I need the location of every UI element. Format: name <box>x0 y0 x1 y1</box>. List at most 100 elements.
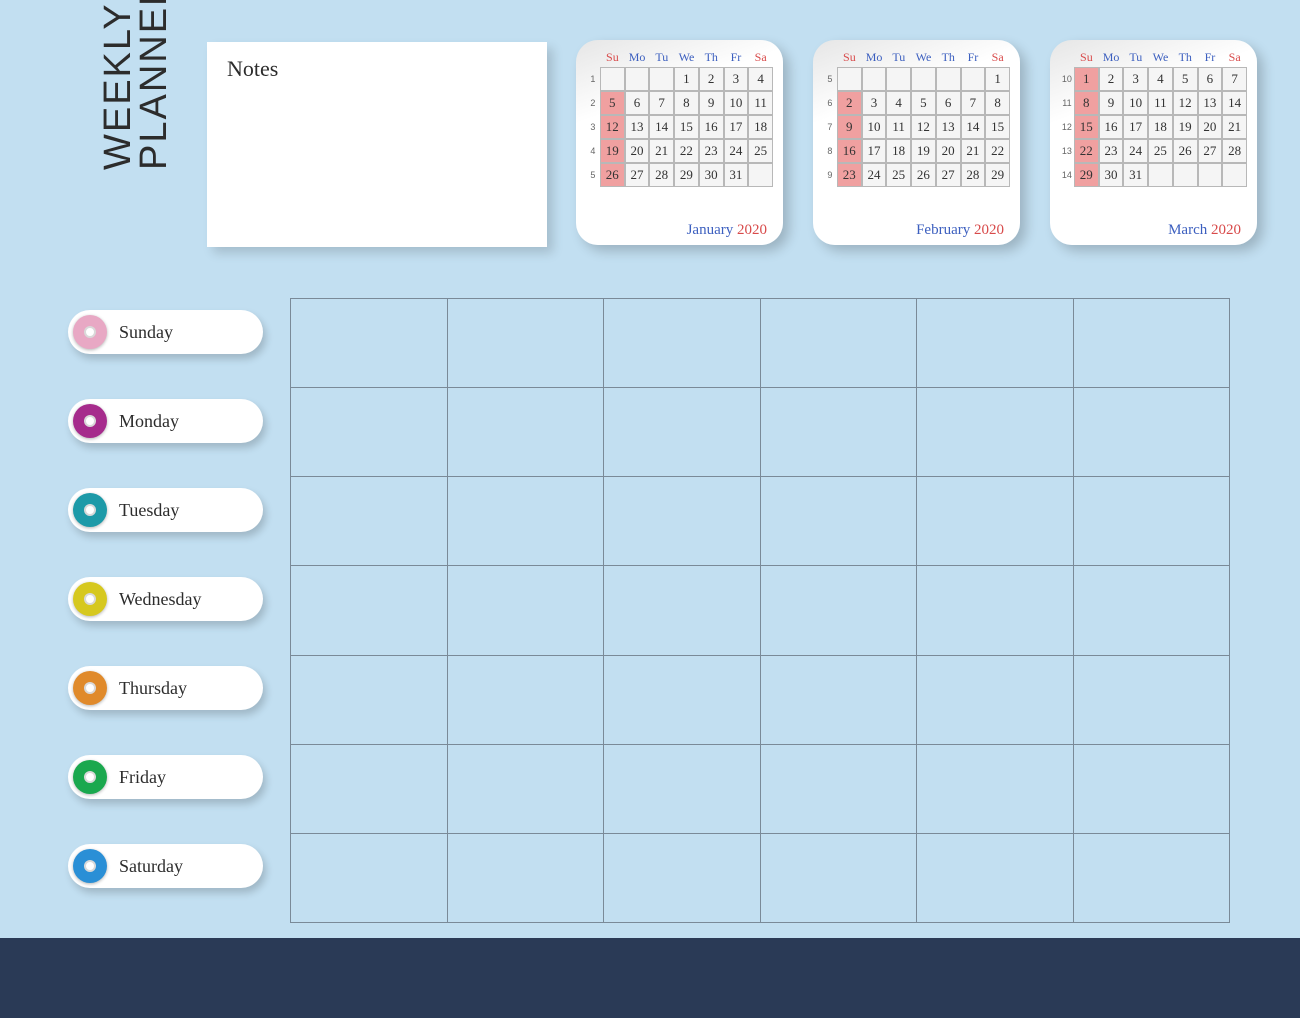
week-row: 1322232425262728 <box>1060 139 1247 163</box>
dow-label: Tu <box>886 50 911 65</box>
day-label: Friday <box>119 767 166 788</box>
grid-cell <box>917 655 1074 744</box>
calendar-cell: 5 <box>1173 67 1198 91</box>
calendar-cell: 5 <box>600 91 625 115</box>
day-pill: Wednesday <box>68 577 263 621</box>
weeks: 5162345678791011121314158161718192021229… <box>823 67 1010 219</box>
grid-cell <box>447 744 604 833</box>
dow-label: Th <box>1173 50 1198 65</box>
week-row: 51 <box>823 67 1010 91</box>
dow-label: Tu <box>649 50 674 65</box>
day-pill: Monday <box>68 399 263 443</box>
week-number: 14 <box>1060 163 1074 187</box>
calendar-cell: 10 <box>724 91 749 115</box>
dow-label: Mo <box>625 50 650 65</box>
calendar-cell: 25 <box>1148 139 1173 163</box>
calendar-cell: 9 <box>1099 91 1124 115</box>
day-label: Sunday <box>119 322 173 343</box>
calendar-cell <box>1198 163 1223 187</box>
week-number: 12 <box>1060 115 1074 139</box>
grid-cell <box>760 299 917 388</box>
calendar-cell: 11 <box>1148 91 1173 115</box>
mini-calendars-row: SuMoTuWeThFrSa11234256789101131213141516… <box>576 40 1257 245</box>
calendar-cell: 14 <box>649 115 674 139</box>
calendar-cell <box>837 67 862 91</box>
calendar-cell: 30 <box>1099 163 1124 187</box>
calendar-cell: 6 <box>1198 67 1223 91</box>
calendar-cell <box>600 67 625 91</box>
week-number: 13 <box>1060 139 1074 163</box>
calendar-cell <box>625 67 650 91</box>
week-row: 11234 <box>586 67 773 91</box>
dow-label: Sa <box>985 50 1010 65</box>
grid-cell <box>447 655 604 744</box>
dow-label: Th <box>699 50 724 65</box>
calendar-cell: 4 <box>886 91 911 115</box>
calendar-cell: 22 <box>1074 139 1099 163</box>
grid-cell <box>447 477 604 566</box>
calendar-cell: 3 <box>1123 67 1148 91</box>
grid-cell <box>917 388 1074 477</box>
week-number: 3 <box>586 115 600 139</box>
week-row: 11891011121314 <box>1060 91 1247 115</box>
mini-calendar: SuMoTuWeThFrSa51623456787910111213141581… <box>813 40 1020 245</box>
calendar-cell: 8 <box>985 91 1010 115</box>
calendar-cell: 1 <box>674 67 699 91</box>
day-pill: Saturday <box>68 844 263 888</box>
calendar-cell: 24 <box>724 139 749 163</box>
week-row: 2567891011 <box>586 91 773 115</box>
grid-cell <box>760 566 917 655</box>
dow-label: Th <box>936 50 961 65</box>
calendar-cell: 10 <box>1123 91 1148 115</box>
calendar-cell <box>1173 163 1198 187</box>
dow-label: We <box>1148 50 1173 65</box>
day-label: Monday <box>119 411 179 432</box>
calendar-cell <box>961 67 986 91</box>
calendar-cell: 22 <box>985 139 1010 163</box>
calendar-cell: 25 <box>748 139 773 163</box>
dow-row: SuMoTuWeThFrSa <box>1060 50 1247 65</box>
dow-label: Fr <box>724 50 749 65</box>
calendar-cell: 10 <box>862 115 887 139</box>
calendar-cell: 20 <box>625 139 650 163</box>
calendar-cell: 27 <box>936 163 961 187</box>
dow-label: Su <box>1074 50 1099 65</box>
week-number: 1 <box>586 67 600 91</box>
grid-cell <box>447 833 604 922</box>
grid-cell <box>291 744 448 833</box>
calendar-cell: 20 <box>936 139 961 163</box>
grid-cell <box>1073 744 1230 833</box>
grid-cell <box>760 388 917 477</box>
calendar-cell <box>911 67 936 91</box>
calendar-cell: 28 <box>649 163 674 187</box>
mini-calendar: SuMoTuWeThFrSa10123456711891011121314121… <box>1050 40 1257 245</box>
day-dot-icon <box>73 849 107 883</box>
calendar-cell: 9 <box>699 91 724 115</box>
grid-cell <box>917 833 1074 922</box>
day-dot-inner <box>84 593 96 605</box>
grid-row <box>291 477 1230 566</box>
grid-cell <box>760 477 917 566</box>
calendar-cell: 23 <box>1099 139 1124 163</box>
calendar-cell: 31 <box>724 163 749 187</box>
grid-cell <box>1073 388 1230 477</box>
day-dot-icon <box>73 315 107 349</box>
calendar-cell: 27 <box>625 163 650 187</box>
calendar-cell: 16 <box>699 115 724 139</box>
calendar-cell: 29 <box>985 163 1010 187</box>
day-dot-inner <box>84 326 96 338</box>
grid-cell <box>604 744 761 833</box>
calendar-cell <box>886 67 911 91</box>
grid-cell <box>604 477 761 566</box>
week-number: 2 <box>586 91 600 115</box>
week-row: 312131415161718 <box>586 115 773 139</box>
week-row: 101234567 <box>1060 67 1247 91</box>
grid-cell <box>917 566 1074 655</box>
week-row: 14293031 <box>1060 163 1247 187</box>
calendar-cell: 26 <box>600 163 625 187</box>
calendar-cell: 23 <box>699 139 724 163</box>
day-pill: Sunday <box>68 310 263 354</box>
month-label: February 2020 <box>823 219 1010 239</box>
calendar-cell: 26 <box>1173 139 1198 163</box>
week-row: 79101112131415 <box>823 115 1010 139</box>
